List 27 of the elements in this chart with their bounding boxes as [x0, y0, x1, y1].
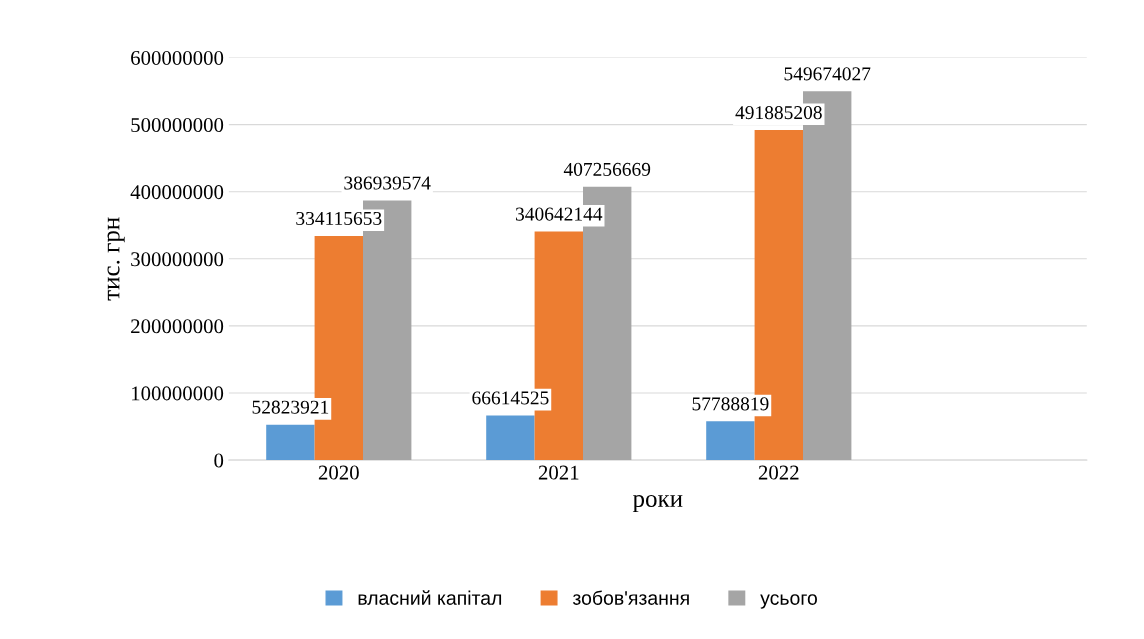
- x-axis-title: роки: [632, 494, 683, 513]
- data-label: 407256669: [563, 162, 651, 176]
- y-tick-label: 200000000: [131, 319, 224, 334]
- legend-label: власний капітал: [358, 590, 502, 605]
- y-tick-label: 400000000: [130, 185, 224, 200]
- data-label: 340642144: [515, 207, 603, 221]
- data-label: 334115653: [296, 211, 382, 226]
- y-tick-label: 500000000: [131, 117, 224, 133]
- data-label: 386939574: [344, 176, 431, 190]
- data-label: 57788819: [692, 397, 769, 411]
- y-tick-label: 0: [214, 453, 224, 468]
- bar: [266, 424, 315, 461]
- y-tick-label: 100000000: [132, 386, 224, 401]
- data-label: 549674027: [784, 67, 871, 81]
- data-label: 491885208: [735, 106, 822, 120]
- data-label: 52823921: [252, 400, 329, 414]
- data-label: 66614525: [472, 391, 549, 405]
- y-axis-title: тис. грн: [107, 217, 125, 301]
- bar: [486, 415, 535, 461]
- legend-label: усього: [760, 594, 817, 609]
- x-tick-label: 2020: [318, 465, 359, 480]
- x-tick-label: 2021: [538, 465, 579, 480]
- bar: [706, 421, 755, 461]
- y-tick-label: 600000000: [131, 50, 224, 65]
- y-tick-label: 300000000: [131, 252, 224, 267]
- x-tick-label: 2022: [758, 465, 799, 480]
- legend-label: зобов'язання: [572, 590, 689, 605]
